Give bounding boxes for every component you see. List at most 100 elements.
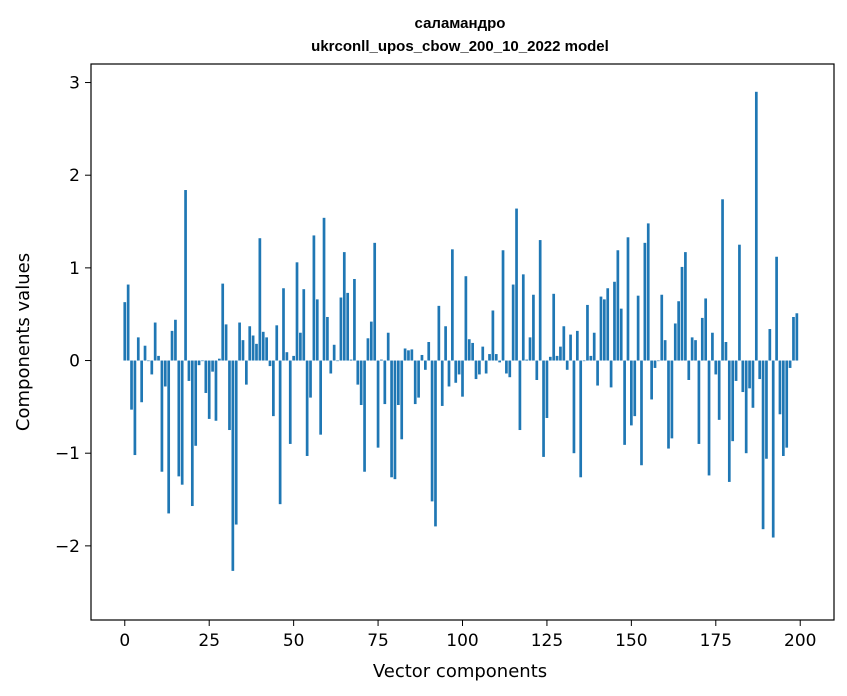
bar-129 xyxy=(559,346,562,361)
bar-70 xyxy=(359,360,363,406)
bar-49 xyxy=(288,360,292,444)
bar-57 xyxy=(315,299,319,361)
x-axis-label: Vector components xyxy=(373,661,547,682)
bar-30 xyxy=(224,324,228,361)
bar-179 xyxy=(727,360,731,482)
bar-149 xyxy=(626,237,630,361)
bar-38 xyxy=(251,335,255,361)
x-tick-label: 175 xyxy=(700,631,732,651)
bar-76 xyxy=(380,359,383,361)
x-tick-label: 50 xyxy=(283,631,305,651)
bar-68 xyxy=(353,278,356,361)
bar-161 xyxy=(667,360,670,449)
bar-79 xyxy=(390,360,393,478)
bar-107 xyxy=(484,360,488,374)
bar-87 xyxy=(417,360,420,398)
bar-81 xyxy=(396,360,400,406)
bar-69 xyxy=(356,360,360,385)
bar-78 xyxy=(386,332,390,361)
bar-150 xyxy=(630,360,633,426)
bar-123 xyxy=(538,240,542,361)
bar-34 xyxy=(238,322,241,361)
bar-130 xyxy=(562,326,566,361)
x-tick-label: 100 xyxy=(446,631,478,651)
bar-9 xyxy=(153,322,157,361)
bar-165 xyxy=(680,266,684,361)
bar-120 xyxy=(528,337,532,361)
bar-100 xyxy=(461,360,464,397)
y-tick-label: 3 xyxy=(69,74,80,94)
bar-108 xyxy=(488,354,491,361)
bar-39 xyxy=(255,343,258,361)
bar-184 xyxy=(744,360,748,454)
bar-198 xyxy=(792,316,795,361)
x-tick-label: 75 xyxy=(367,631,389,651)
bar-75 xyxy=(376,360,380,448)
x-tick-label: 125 xyxy=(531,631,563,651)
bar-158 xyxy=(657,360,660,362)
bar-156 xyxy=(650,360,653,400)
bar-67 xyxy=(349,359,353,361)
bar-83 xyxy=(403,348,407,361)
bar-25 xyxy=(207,360,211,419)
bar-7 xyxy=(147,360,150,362)
x-tick-label: 25 xyxy=(198,631,220,651)
bar-80 xyxy=(393,360,397,480)
bar-170 xyxy=(697,360,701,444)
bar-167 xyxy=(687,360,691,380)
bar-148 xyxy=(623,360,626,445)
bar-2 xyxy=(130,360,133,410)
bar-94 xyxy=(440,360,444,406)
bar-36 xyxy=(245,360,248,385)
bar-6 xyxy=(143,345,147,361)
bar-164 xyxy=(677,301,680,361)
bar-19 xyxy=(187,360,191,381)
bar-12 xyxy=(163,360,167,387)
bar-188 xyxy=(758,360,762,380)
bar-74 xyxy=(373,242,377,361)
bar-155 xyxy=(646,223,650,361)
y-tick-label: 0 xyxy=(69,352,80,372)
bar-11 xyxy=(160,360,164,472)
bar-60 xyxy=(326,316,329,361)
bar-47 xyxy=(282,288,285,361)
bar-37 xyxy=(248,326,252,361)
bar-48 xyxy=(285,352,289,361)
bar-197 xyxy=(788,360,792,368)
y-tick-label: 1 xyxy=(69,259,80,279)
bar-89 xyxy=(424,360,427,370)
bar-143 xyxy=(606,288,610,361)
bar-24 xyxy=(204,360,208,393)
bar-61 xyxy=(329,360,333,374)
bar-77 xyxy=(383,360,387,405)
bar-64 xyxy=(339,297,343,361)
bar-113 xyxy=(505,360,508,374)
bar-124 xyxy=(542,360,545,457)
bar-147 xyxy=(619,308,623,361)
bar-146 xyxy=(616,250,620,361)
bar-16 xyxy=(177,360,181,477)
bar-103 xyxy=(471,342,474,361)
bar-40 xyxy=(258,238,262,361)
bar-58 xyxy=(319,360,322,435)
bar-90 xyxy=(427,342,431,361)
bar-135 xyxy=(579,360,583,478)
bar-137 xyxy=(586,304,589,361)
bar-41 xyxy=(261,331,265,361)
bar-174 xyxy=(711,332,714,361)
bar-18 xyxy=(184,190,187,361)
y-tick-label: −1 xyxy=(55,444,80,464)
bar-93 xyxy=(437,305,441,361)
bar-21 xyxy=(194,360,198,446)
bar-31 xyxy=(228,360,231,431)
bar-27 xyxy=(214,360,218,421)
bar-133 xyxy=(572,360,576,454)
bar-10 xyxy=(157,355,160,361)
bar-72 xyxy=(366,338,370,361)
bar-191 xyxy=(768,329,772,361)
bar-44 xyxy=(272,360,275,417)
bar-189 xyxy=(761,360,765,530)
bar-51 xyxy=(295,262,299,361)
bar-109 xyxy=(491,310,495,361)
